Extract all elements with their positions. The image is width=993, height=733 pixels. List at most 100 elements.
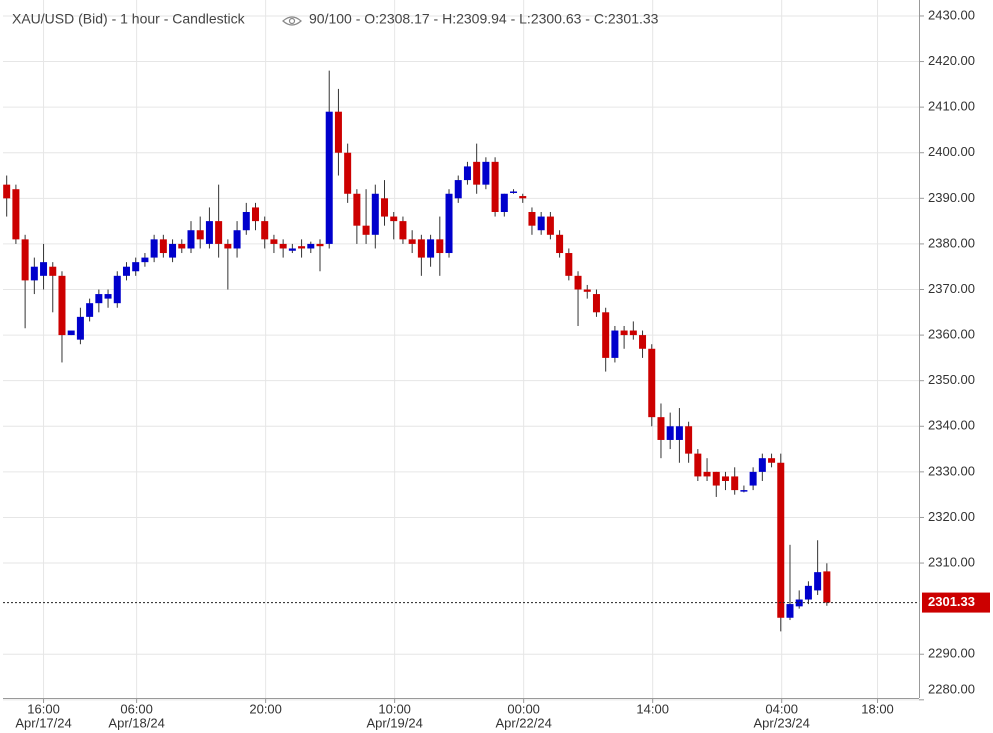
candle-body (3, 184, 11, 199)
candle-body (104, 294, 112, 299)
y-tick-label: 2290.00 (928, 646, 975, 661)
candle-body (40, 262, 48, 276)
candle-body (30, 266, 38, 281)
candle-body (270, 239, 278, 244)
candle-body (703, 471, 711, 477)
y-tick-label: 2430.00 (928, 7, 975, 22)
candle-body (215, 221, 223, 244)
candle-body (685, 426, 693, 454)
candle-body (639, 335, 647, 349)
candle-body (307, 243, 315, 249)
candle-body (399, 221, 407, 240)
candle-body (721, 476, 729, 481)
candle-body (86, 303, 94, 317)
candle-body (648, 348, 656, 418)
candle-body (67, 330, 75, 336)
candle-body (261, 221, 269, 240)
candle-body (611, 330, 619, 358)
x-tick-label: 00:00 (507, 701, 540, 716)
candle-body (150, 239, 158, 258)
candle-body (666, 426, 674, 440)
candle-body (768, 458, 776, 463)
last-price-box (922, 592, 990, 613)
candle-body (629, 330, 637, 336)
candle-body (482, 161, 490, 185)
candle-body (251, 207, 259, 222)
candle-body (694, 453, 702, 477)
candle-body (740, 490, 748, 492)
last-price-label: 2301.33 (928, 594, 975, 609)
y-tick-label: 2280.00 (928, 681, 975, 696)
chart-title: XAU/USD (Bid) - 1 hour - Candlestick (12, 11, 246, 27)
candle-body (344, 152, 352, 194)
candle-body (445, 193, 453, 254)
candle-body (537, 216, 545, 231)
eye-icon (282, 16, 302, 26)
candle-body (528, 211, 536, 226)
candle-body (491, 161, 499, 212)
candle-body (371, 193, 379, 235)
x-tick-date: Apr/22/24 (495, 715, 551, 730)
candle-body (242, 211, 250, 231)
candle-body (316, 243, 324, 247)
candle-body (786, 604, 794, 618)
candle-body (76, 316, 84, 340)
x-tick-date: Apr/19/24 (366, 715, 422, 730)
candle-body (473, 161, 481, 185)
y-tick-label: 2330.00 (928, 463, 975, 478)
candle-body (777, 462, 785, 618)
x-tick-label: 04:00 (765, 701, 798, 716)
candle-body (712, 471, 720, 486)
candle-body (620, 330, 628, 336)
chart-subtitle: 90/100 - O:2308.17 - H:2309.94 - L:2300.… (309, 11, 659, 27)
candle-body (823, 571, 831, 603)
candle-body (758, 458, 766, 472)
candle-body (583, 289, 591, 292)
y-tick-label: 2360.00 (928, 327, 975, 342)
y-tick-label: 2370.00 (928, 281, 975, 296)
x-tick-label: 14:00 (636, 701, 669, 716)
x-tick-label: 10:00 (378, 701, 411, 716)
candle-body (556, 234, 564, 254)
candle-body (574, 275, 582, 290)
y-tick-label: 2390.00 (928, 190, 975, 205)
candle-body (187, 230, 195, 249)
candle-body (814, 572, 822, 591)
candle-body (141, 257, 149, 263)
candle-body (12, 189, 20, 240)
x-tick-date: Apr/17/24 (15, 715, 71, 730)
candle-body (325, 111, 333, 244)
candle-body (390, 216, 398, 222)
candle-body (436, 239, 444, 254)
candle-body (58, 275, 66, 336)
y-tick-label: 2320.00 (928, 509, 975, 524)
candle-body (279, 243, 287, 249)
candle-body (224, 243, 232, 249)
y-tick-label: 2340.00 (928, 418, 975, 433)
candle-body (122, 266, 130, 276)
y-tick-label: 2310.00 (928, 554, 975, 569)
candle-body (196, 230, 204, 240)
candle-body (21, 239, 29, 281)
candle-body (353, 193, 361, 226)
candle-body (95, 294, 103, 304)
x-tick-label: 20:00 (249, 701, 282, 716)
candle-body (408, 239, 416, 244)
y-tick-label: 2380.00 (928, 235, 975, 250)
candle-body (362, 225, 370, 235)
candle-body (288, 248, 296, 251)
candle-body (500, 193, 508, 212)
candle-body (132, 262, 140, 272)
candle-body (169, 243, 177, 258)
candle-body (454, 180, 462, 199)
candle-body (417, 239, 425, 258)
candle-body (749, 471, 757, 486)
candle-body (334, 111, 342, 153)
candle-body (381, 198, 389, 217)
candle-body (113, 275, 121, 304)
candle-body (565, 253, 573, 276)
candle-body (602, 312, 610, 358)
